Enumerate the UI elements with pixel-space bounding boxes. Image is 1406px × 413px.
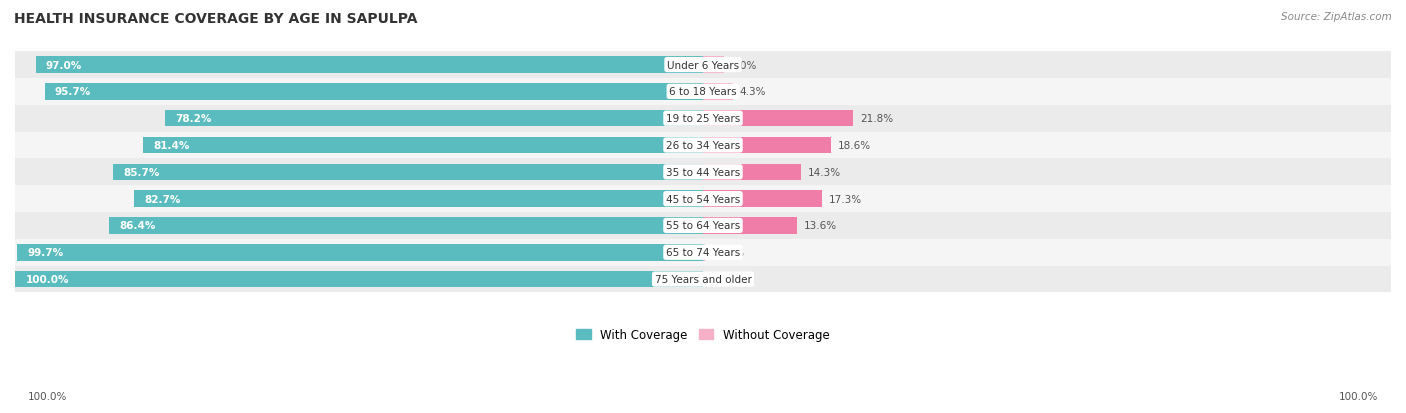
Bar [15, 271, 703, 288]
Bar [35, 57, 703, 74]
Text: 17.3%: 17.3% [830, 194, 862, 204]
Text: 21.8%: 21.8% [860, 114, 893, 124]
Text: 35 to 44 Years: 35 to 44 Years [666, 167, 740, 178]
Text: 99.7%: 99.7% [27, 248, 63, 258]
Text: 55 to 64 Years: 55 to 64 Years [666, 221, 740, 231]
Text: 95.7%: 95.7% [55, 87, 91, 97]
Text: 13.6%: 13.6% [803, 221, 837, 231]
Text: 85.7%: 85.7% [124, 167, 160, 178]
Bar [143, 138, 703, 154]
Text: 14.3%: 14.3% [808, 167, 841, 178]
Text: 4.3%: 4.3% [740, 87, 766, 97]
Text: 0.27%: 0.27% [711, 248, 745, 258]
Text: 19 to 25 Years: 19 to 25 Years [666, 114, 740, 124]
Text: 75 Years and older: 75 Years and older [655, 274, 751, 285]
Bar [45, 84, 703, 100]
Text: 3.0%: 3.0% [731, 60, 756, 70]
Text: 26 to 34 Years: 26 to 34 Years [666, 141, 740, 151]
Text: 65 to 74 Years: 65 to 74 Years [666, 248, 740, 258]
Bar [703, 138, 831, 154]
Bar [15, 132, 1391, 159]
Bar [15, 239, 1391, 266]
Bar [703, 111, 853, 127]
Text: 18.6%: 18.6% [838, 141, 870, 151]
Text: Under 6 Years: Under 6 Years [666, 60, 740, 70]
Bar [15, 52, 1391, 79]
Bar [703, 164, 801, 181]
Text: 86.4%: 86.4% [120, 221, 155, 231]
Bar [15, 186, 1391, 213]
Bar [15, 159, 1391, 186]
Bar [703, 84, 733, 100]
Bar [17, 244, 703, 261]
Legend: With Coverage, Without Coverage: With Coverage, Without Coverage [572, 323, 834, 346]
Bar [703, 57, 724, 74]
Text: 82.7%: 82.7% [145, 194, 181, 204]
Bar [703, 218, 797, 234]
Text: 97.0%: 97.0% [46, 60, 82, 70]
Text: 100.0%: 100.0% [28, 391, 67, 401]
Text: 78.2%: 78.2% [176, 114, 212, 124]
Text: 45 to 54 Years: 45 to 54 Years [666, 194, 740, 204]
Bar [15, 105, 1391, 132]
Bar [108, 218, 703, 234]
Text: 100.0%: 100.0% [25, 274, 69, 285]
Text: Source: ZipAtlas.com: Source: ZipAtlas.com [1281, 12, 1392, 22]
Text: 81.4%: 81.4% [153, 141, 190, 151]
Bar [165, 111, 703, 127]
Bar [15, 266, 1391, 293]
Text: 100.0%: 100.0% [1339, 391, 1378, 401]
Text: HEALTH INSURANCE COVERAGE BY AGE IN SAPULPA: HEALTH INSURANCE COVERAGE BY AGE IN SAPU… [14, 12, 418, 26]
Text: 0.0%: 0.0% [710, 274, 737, 285]
Text: 6 to 18 Years: 6 to 18 Years [669, 87, 737, 97]
Bar [114, 164, 703, 181]
Bar [703, 191, 823, 207]
Bar [134, 191, 703, 207]
Bar [15, 213, 1391, 239]
Bar [703, 244, 704, 261]
Bar [15, 79, 1391, 105]
